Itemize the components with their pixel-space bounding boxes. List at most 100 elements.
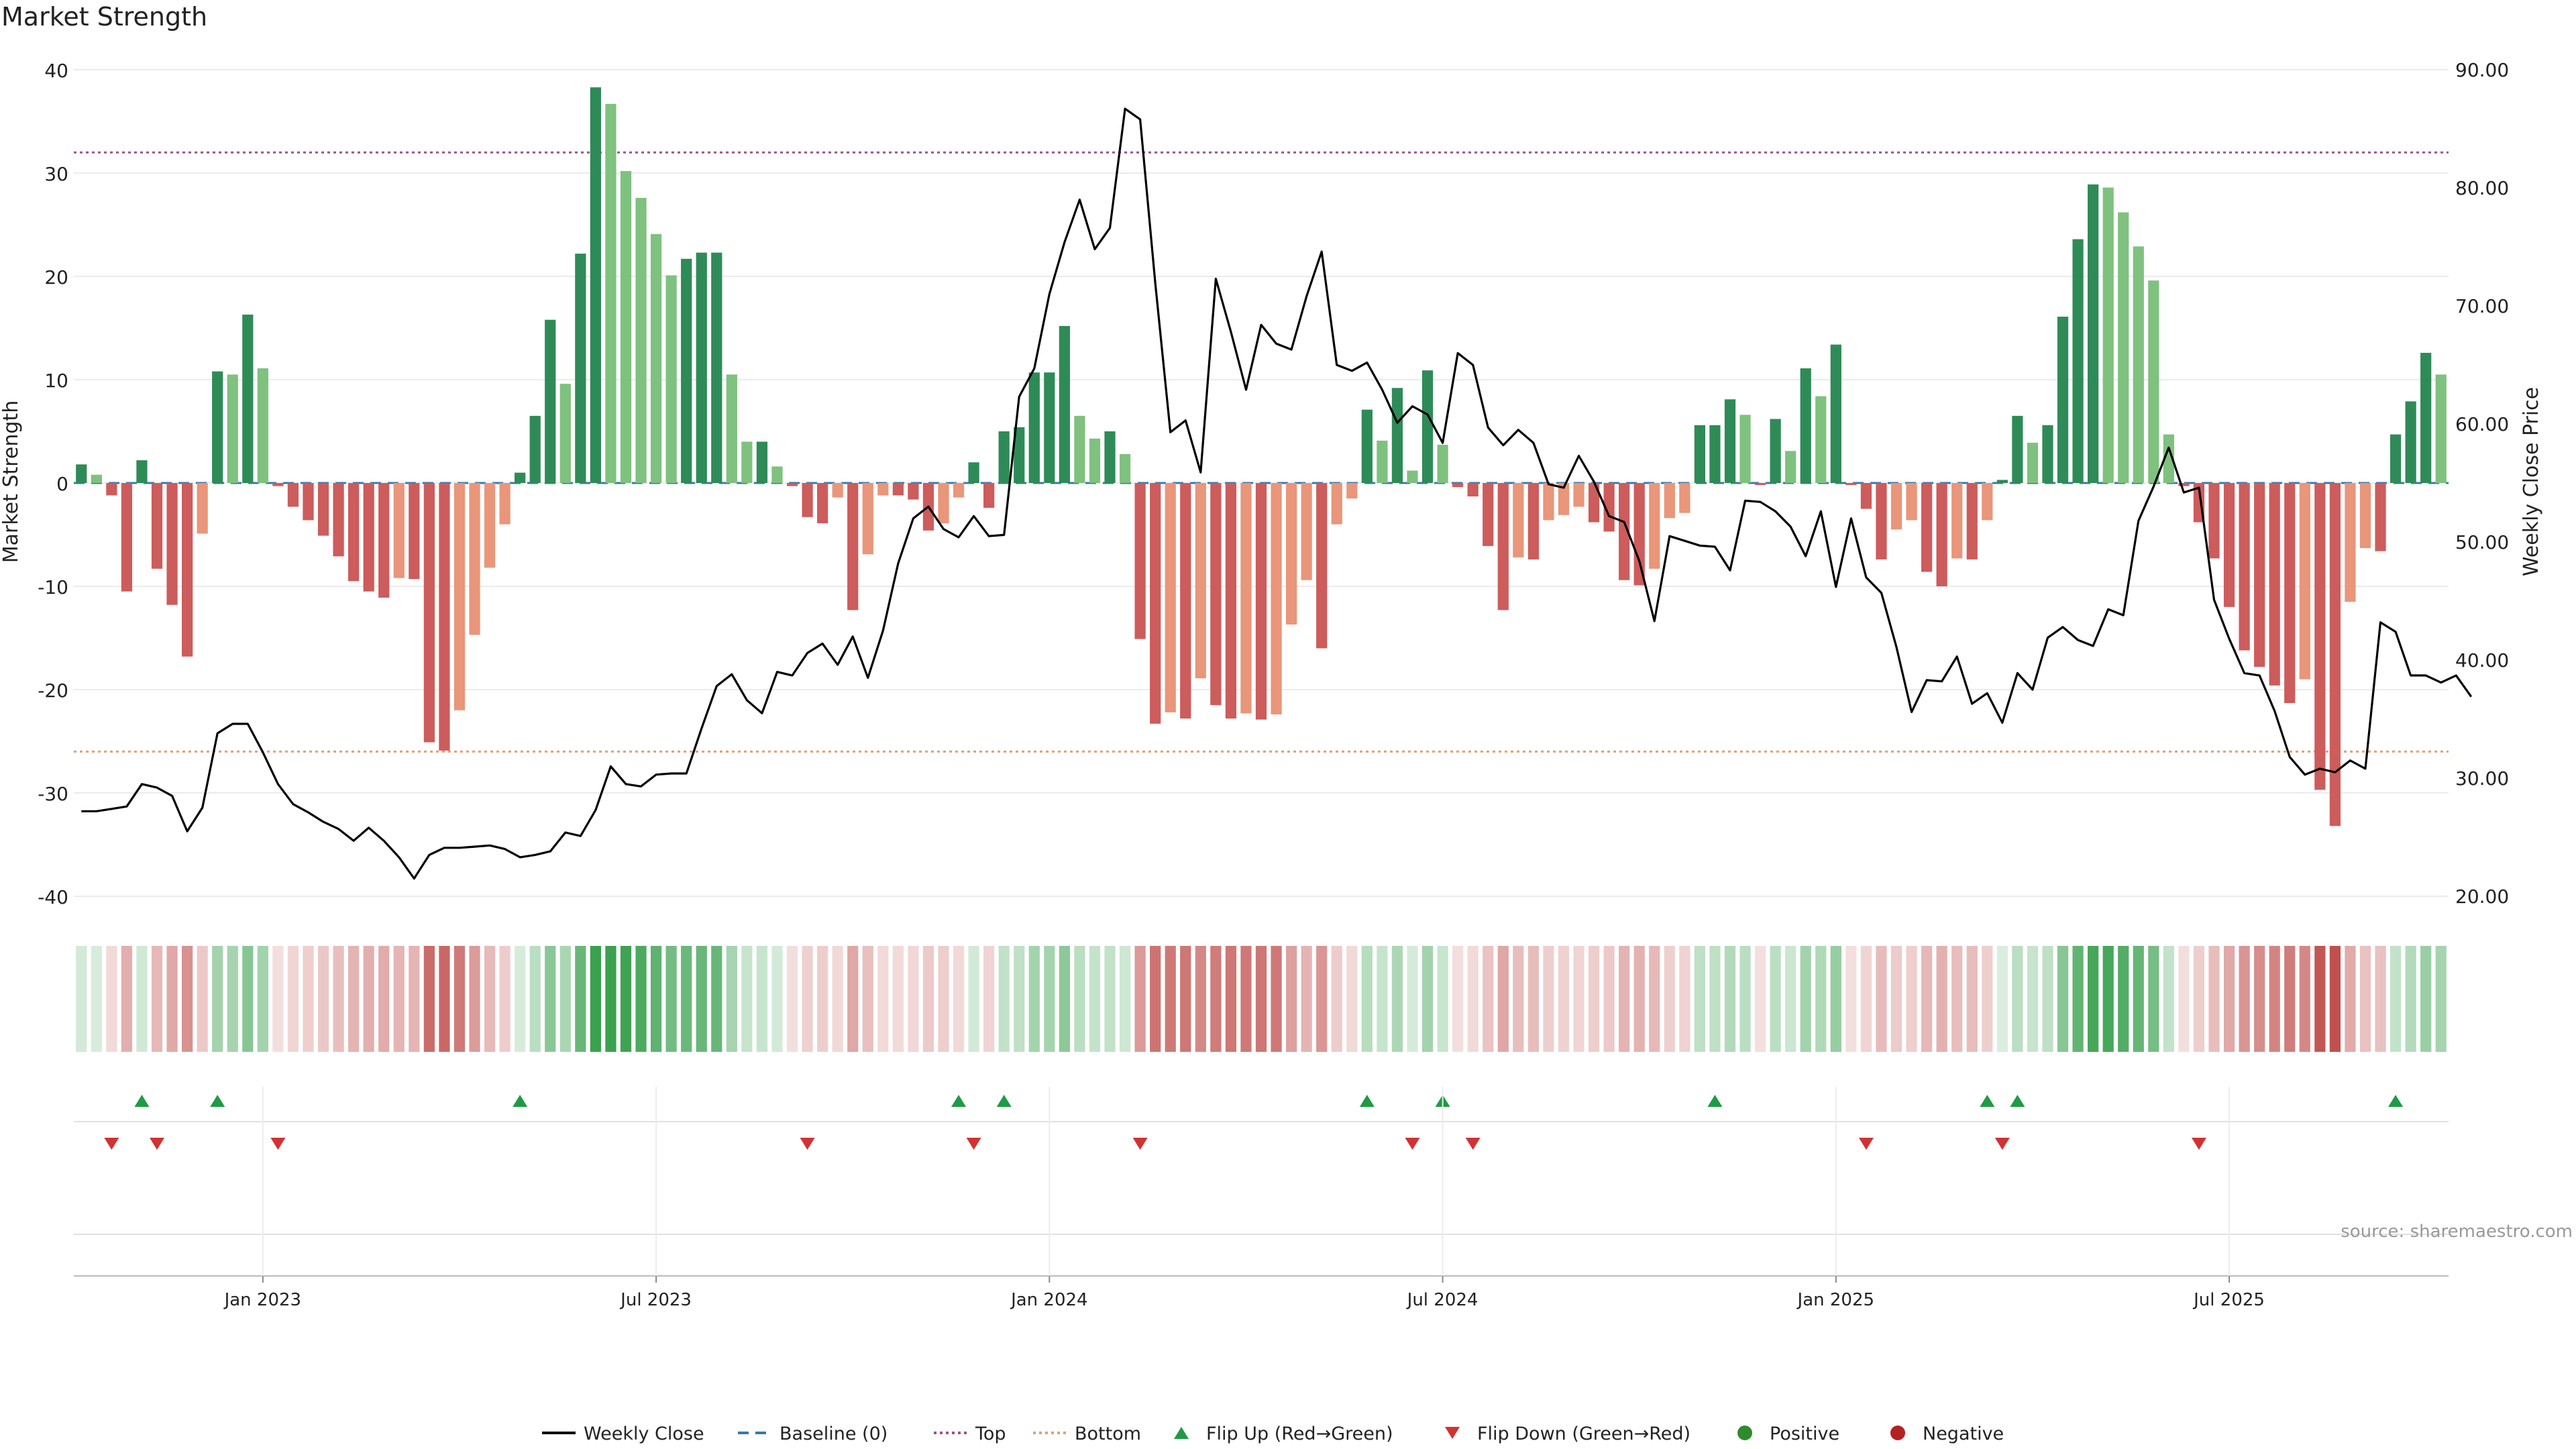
strip-cell: [2223, 946, 2235, 1052]
strength-bar: [877, 483, 889, 496]
strip-cell: [892, 946, 904, 1052]
flip-down-marker: [1858, 1138, 1874, 1150]
strip-cell: [1483, 946, 1494, 1052]
strip-cell: [469, 946, 480, 1052]
strip-cell: [726, 946, 737, 1052]
strength-bar: [2420, 352, 2432, 483]
left-tick-label: -10: [38, 576, 68, 598]
legend-item: Flip Up (Red→Green): [1174, 1424, 1393, 1444]
strength-bar: [1059, 325, 1070, 483]
right-tick-label: 80.00: [2455, 177, 2509, 199]
strip-cell: [227, 946, 238, 1052]
legend-triangle-up-icon: [1174, 1427, 1189, 1439]
right-tick-label: 60.00: [2455, 413, 2509, 435]
legend-circle-icon: [1890, 1426, 1905, 1440]
strength-bar: [681, 258, 692, 483]
strip-cell: [575, 946, 586, 1052]
legend-circle-icon: [1737, 1426, 1752, 1440]
strip-cell: [1331, 946, 1342, 1052]
strip-cell: [439, 946, 450, 1052]
strip-cell: [333, 946, 344, 1052]
strip-cell: [166, 946, 178, 1052]
legend-item: Weekly Close: [542, 1424, 704, 1444]
strip-cell: [650, 946, 662, 1052]
strip-cell: [1739, 946, 1751, 1052]
strip-cell: [832, 946, 843, 1052]
strip-cell: [953, 946, 965, 1052]
strip-cell: [1694, 946, 1706, 1052]
strip-cell: [423, 946, 435, 1052]
strength-bar: [1649, 483, 1660, 569]
strength-bars: [76, 87, 2447, 826]
legend-item: Positive: [1737, 1424, 1839, 1444]
strength-bar: [2088, 184, 2099, 483]
strength-bar: [484, 483, 496, 568]
strength-bar: [2314, 483, 2326, 790]
strip-cell: [1437, 946, 1448, 1052]
strip-cell: [197, 946, 208, 1052]
strip-cell: [877, 946, 889, 1052]
strip-cell: [76, 946, 87, 1052]
left-tick-label: 10: [44, 370, 68, 392]
strip-cell: [1800, 946, 1811, 1052]
strip-cell: [1210, 946, 1222, 1052]
strength-bar: [1225, 483, 1237, 719]
left-axis-label: Market Strength: [0, 400, 23, 563]
strip-cell: [2435, 946, 2447, 1052]
strength-bar: [1890, 483, 1902, 530]
strength-bar: [1800, 368, 1811, 483]
strength-bar: [696, 252, 707, 483]
strength-bar: [439, 483, 450, 751]
strip-cell: [2299, 946, 2310, 1052]
legend-triangle-down-icon: [1445, 1427, 1460, 1439]
flip-down-marker: [150, 1138, 165, 1150]
strength-bar: [1830, 344, 1841, 483]
strength-bar: [1210, 483, 1222, 706]
strength-bar: [1527, 483, 1539, 559]
flip-up-marker: [2388, 1095, 2404, 1107]
strip-cell: [681, 946, 692, 1052]
strength-bar: [1588, 483, 1600, 523]
strip-cell: [499, 946, 511, 1052]
strength-bar: [2102, 187, 2114, 483]
strip-cell: [545, 946, 556, 1052]
strip-cell: [1165, 946, 1176, 1052]
strip-cell: [1513, 946, 1524, 1052]
strip-cell: [1467, 946, 1479, 1052]
strength-bar: [1377, 440, 1388, 483]
source-credit: source: sharemaestro.com: [2341, 1222, 2573, 1242]
strip-cell: [1951, 946, 1963, 1052]
strength-bar: [1619, 483, 1630, 580]
strip-cell: [2314, 946, 2326, 1052]
strip-cell: [242, 946, 254, 1052]
strength-bar: [515, 472, 526, 483]
strip-cell: [635, 946, 647, 1052]
strength-bar: [1558, 483, 1570, 515]
strip-cell: [106, 946, 117, 1052]
x-tick-label: Jan 2023: [223, 1290, 302, 1310]
strip-cell: [378, 946, 390, 1052]
strength-bar: [1285, 483, 1297, 625]
strip-cell: [1361, 946, 1373, 1052]
strength-bar: [1951, 483, 1963, 559]
strip-cell: [711, 946, 722, 1052]
strip-cell: [1225, 946, 1237, 1052]
strength-bar: [106, 483, 117, 496]
strip-cell: [2345, 946, 2356, 1052]
strip-cell: [453, 946, 466, 1052]
x-tick-label: Jan 2024: [1010, 1290, 1088, 1310]
strength-bar: [1361, 409, 1373, 483]
strip-cell: [1301, 946, 1312, 1052]
strip-cell: [2284, 946, 2296, 1052]
strength-bar: [1573, 483, 1585, 507]
strip-cell: [348, 946, 360, 1052]
strength-bar: [197, 483, 208, 534]
strength-bar: [1391, 388, 1403, 483]
strip-cell: [1271, 946, 1282, 1052]
strength-bar: [726, 374, 737, 483]
strength-bar: [212, 371, 223, 483]
flip-down-marker: [1994, 1138, 2010, 1150]
strip-cell: [151, 946, 163, 1052]
strength-bar: [545, 319, 556, 483]
strength-bar: [2329, 483, 2341, 826]
